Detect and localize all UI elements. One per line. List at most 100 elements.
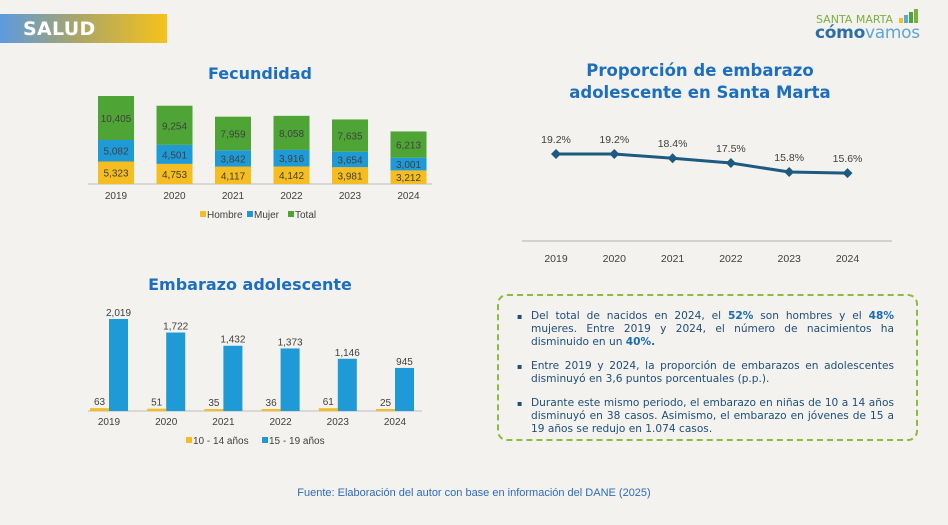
data-label: 17.5%: [716, 143, 746, 155]
insight-text: son hombres y el: [753, 310, 869, 322]
data-label: 3,212: [396, 173, 421, 184]
data-label: 4,117: [221, 171, 246, 182]
bar-mujer: [215, 150, 251, 167]
legend-label: Hombre: [207, 210, 243, 221]
data-label: 1,722: [163, 322, 188, 333]
logo-vamos: vamos: [864, 23, 920, 43]
bar-mujer: [273, 149, 310, 167]
legend-swatch: [186, 437, 192, 443]
bar-mujer: [332, 151, 368, 168]
data-label: 4,142: [279, 171, 304, 182]
data-point: [609, 149, 620, 159]
chart-title-proporcion: Proporción de embarazo adolescente en Sa…: [569, 61, 831, 102]
data-point: [842, 168, 853, 179]
x-tick-label: 2022: [280, 191, 303, 202]
data-label: 3,001: [396, 160, 421, 171]
chart-fecundidad: 5,323 5,082 10,405 2019 4,753 4,501 9,254 2020 4…: [88, 96, 432, 221]
insights-box: Del total de nacidos en 2024, el 52% son…: [497, 294, 918, 441]
x-tick-label: 2020: [603, 253, 627, 265]
x-tick-label: 2020: [155, 417, 178, 428]
legend-label: Total: [295, 210, 316, 221]
bar-total: [156, 105, 193, 145]
bar-age-15-19: [109, 319, 128, 411]
bar-hombre: [332, 167, 368, 184]
x-tick-label: 2021: [222, 191, 245, 202]
data-label: 8,058: [279, 129, 304, 140]
section-label: SALUD: [23, 18, 96, 40]
legend-swatch: [288, 211, 294, 217]
bar-total: [215, 116, 251, 151]
data-label: 3,842: [220, 154, 245, 165]
data-label: 15.6%: [833, 153, 863, 165]
insight-item: Del total de nacidos en 2024, el 52% son…: [517, 310, 894, 349]
data-label: 2,019: [106, 308, 131, 319]
data-label: 5,082: [103, 147, 128, 158]
x-tick-label: 2024: [384, 417, 407, 428]
legend-swatch: [262, 437, 268, 443]
data-label: 63: [94, 397, 106, 408]
highlight-value: 40%.: [625, 336, 656, 348]
legend-label: Mujer: [254, 210, 280, 221]
data-label: 6,213: [396, 141, 421, 152]
chart-embarazo: 63 2,019 2019 51 1,722 2020 35 1,432 2021 36 1,373…: [88, 308, 422, 447]
x-tick-label: 2022: [719, 253, 743, 265]
data-label: 9,254: [162, 121, 187, 132]
legend-label: 10 - 14 años: [193, 436, 249, 447]
logo-line2: cómovamos: [815, 23, 920, 43]
data-label: 7,635: [337, 132, 362, 143]
chart-title-embarazo: Embarazo adolescente: [148, 275, 352, 294]
data-point: [784, 167, 795, 178]
insight-text: Entre 2019 y 2024, la proporción de emba…: [531, 360, 894, 385]
highlight-value: 48%: [868, 310, 894, 322]
legend-swatch: [247, 211, 253, 217]
chart-title-fecundidad: Fecundidad: [207, 64, 313, 83]
bar-hombre: [390, 170, 427, 184]
x-tick-label: 2023: [339, 191, 362, 202]
bar-age-15-19: [223, 345, 243, 411]
data-label: 18.4%: [658, 138, 688, 150]
logo-line1: SANTA MARTA: [816, 13, 894, 26]
x-tick-label: 2024: [397, 191, 420, 202]
data-label: 4,753: [162, 170, 187, 181]
bar-total: [390, 131, 427, 158]
series-line: [556, 152, 848, 175]
data-label: 3,981: [337, 172, 362, 183]
source-note: Fuente: Elaboración del autor con base e…: [297, 487, 651, 499]
bar-mujer: [156, 144, 193, 164]
insight-text: mujeres. Entre 2019 y 2024, el número de…: [531, 323, 894, 348]
data-label: 3,916: [279, 154, 304, 165]
data-label: 36: [266, 398, 278, 409]
insights-list: Del total de nacidos en 2024, el 52% son…: [517, 310, 894, 436]
bar-age-10-14: [261, 409, 281, 411]
data-point: [667, 153, 678, 164]
data-label: 25: [380, 398, 392, 409]
data-label: 1,432: [220, 335, 245, 346]
data-label: 51: [151, 398, 163, 409]
bar-age-10-14: [90, 408, 109, 411]
highlight-value: 52%: [728, 310, 754, 322]
x-tick-label: 2021: [661, 253, 685, 265]
data-label: 35: [208, 398, 220, 409]
bar-hombre: [98, 161, 134, 184]
bar-age-10-14: [376, 409, 395, 411]
bar-total: [332, 119, 368, 152]
x-tick-label: 2020: [163, 191, 186, 202]
insight-text: Durante este mismo periodo, el embarazo …: [531, 397, 894, 435]
legend-label: 15 - 19 años: [269, 436, 325, 447]
insight-text: Del total de nacidos en 2024, el: [531, 310, 728, 322]
bar-mujer: [390, 157, 427, 171]
data-point: [725, 158, 736, 169]
bar-total: [273, 115, 310, 150]
data-point: [551, 149, 561, 159]
bar-age-10-14: [204, 409, 224, 411]
x-tick-label: 2019: [105, 191, 128, 202]
x-tick-label: 2022: [269, 417, 292, 428]
insight-item: Entre 2019 y 2024, la proporción de emba…: [517, 360, 894, 386]
data-label: 1,146: [335, 348, 360, 359]
bar-age-10-14: [147, 408, 167, 411]
x-tick-label: 2019: [544, 253, 568, 265]
data-label: 7,959: [220, 130, 245, 141]
bar-hombre: [215, 166, 251, 184]
logo-como: cómo: [815, 23, 865, 43]
x-tick-label: 2024: [836, 253, 860, 265]
